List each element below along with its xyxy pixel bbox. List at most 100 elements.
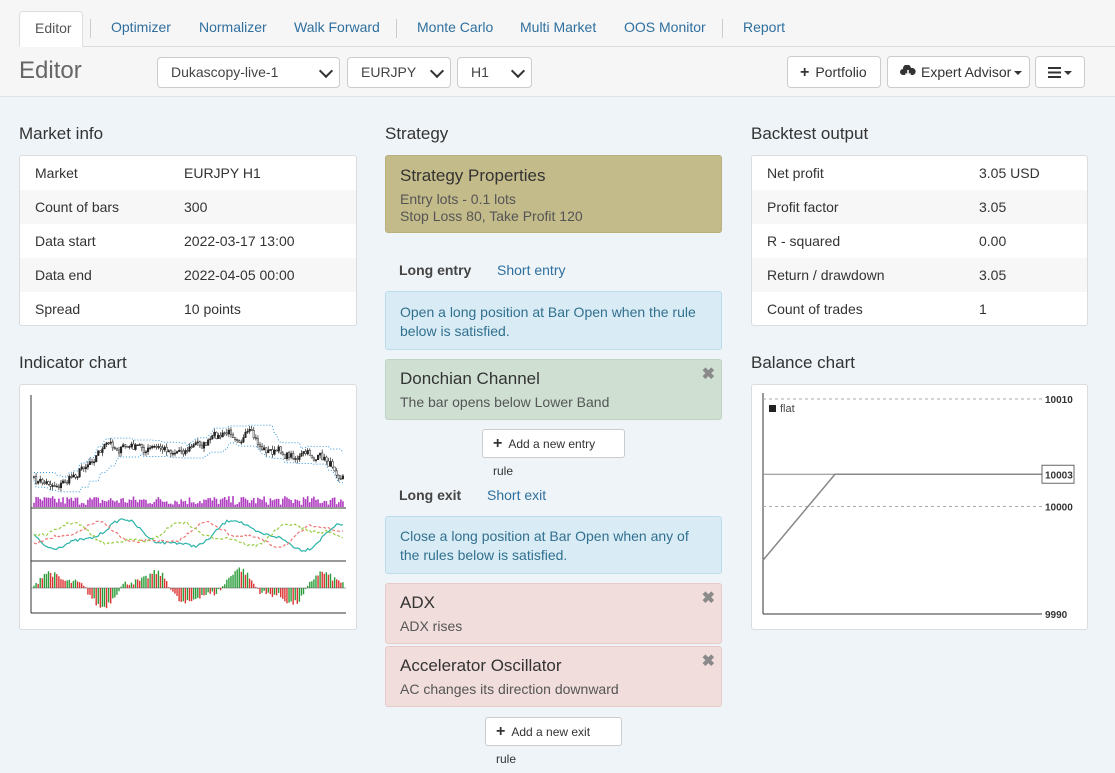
tab-multi-market[interactable]: Multi Market (520, 19, 597, 35)
histogram-bar (35, 582, 37, 588)
entry-rule-box[interactable]: Donchian Channel The bar opens below Low… (385, 359, 722, 420)
candle-body (194, 442, 197, 445)
volume-bar (298, 501, 301, 507)
volume-bar (97, 497, 100, 507)
volume-bar (217, 503, 220, 507)
histogram-bar (300, 588, 303, 596)
volume-bar (64, 503, 66, 507)
histogram-bar (273, 588, 276, 595)
candle-body (339, 477, 342, 480)
close-icon[interactable]: ✖ (701, 590, 715, 607)
volume-bar (118, 502, 120, 507)
histogram-bar (304, 588, 307, 589)
volume-bar (325, 501, 328, 507)
candle-body (161, 447, 164, 451)
row-key: R - squared (767, 233, 841, 249)
exit-rule-box[interactable]: ADX ADX rises ✖ (385, 583, 722, 644)
volume-bar (151, 503, 153, 507)
candle-body (144, 451, 148, 454)
tab-long-entry[interactable]: Long entry (399, 262, 472, 278)
symbol-select[interactable]: EURJPY (347, 57, 451, 88)
candle-body (242, 437, 245, 443)
histogram-bar (130, 582, 133, 588)
histogram-bar (195, 588, 197, 599)
histogram-bar (64, 580, 66, 588)
candle-body (74, 474, 77, 478)
volume-bar (147, 503, 149, 507)
candle-body (184, 450, 187, 455)
histogram-bar (315, 575, 317, 588)
row-value: 2022-03-17 13:00 (184, 233, 295, 249)
candle-body (41, 479, 44, 484)
menu-button[interactable] (1035, 56, 1085, 88)
close-icon[interactable]: ✖ (701, 653, 715, 670)
row-value: 1 (979, 301, 987, 317)
strategy-properties-box[interactable]: Strategy Properties Entry lots - 0.1 lot… (385, 155, 722, 233)
tab-optimizer[interactable]: Optimizer (111, 19, 171, 35)
period-select[interactable]: H1 (457, 57, 532, 88)
volume-bar (145, 499, 147, 507)
volume-bar (109, 498, 112, 507)
data-source-select[interactable]: Dukascopy-live-1 (157, 57, 340, 88)
volume-bar (186, 504, 189, 507)
page-title: Editor (19, 57, 82, 84)
histogram-bar (163, 578, 166, 588)
histogram-bar (60, 579, 62, 588)
volume-bar (103, 500, 106, 507)
histogram-bar (336, 579, 338, 588)
histogram-bar (170, 588, 172, 590)
tab-editor[interactable]: Editor (19, 11, 83, 47)
candle-body (95, 455, 98, 463)
candle-body (211, 435, 214, 440)
volume-bar (111, 500, 114, 507)
volume-bar (37, 497, 39, 507)
tab-oos-monitor[interactable]: OOS Monitor (624, 19, 706, 35)
histogram-bar (33, 585, 35, 588)
candle-body (128, 446, 131, 448)
volume-bar (45, 497, 48, 507)
volume-bar (190, 502, 193, 507)
legend-label: flat (780, 403, 795, 415)
tab-short-exit[interactable]: Short exit (487, 487, 547, 503)
expert-advisor-button[interactable]: Expert Advisor (887, 56, 1030, 88)
candle-body (281, 452, 284, 455)
candle-body (113, 447, 116, 450)
add-entry-rule-button[interactable]: + Add a new entry rule (482, 429, 625, 478)
volume-bar (223, 496, 226, 507)
backtest-row: Return / drawdown 3.05 (752, 258, 1087, 292)
volume-bar (130, 500, 133, 507)
histogram-bar (294, 588, 296, 601)
tab-long-exit[interactable]: Long exit (399, 487, 462, 503)
tab-report[interactable]: Report (743, 19, 786, 35)
histogram-bar (188, 588, 191, 602)
portfolio-button[interactable]: + Portfolio (787, 56, 881, 88)
volume-bar (269, 498, 272, 507)
volume-bar (327, 504, 330, 507)
histogram-bar (147, 578, 149, 588)
volume-bar (35, 497, 37, 507)
histogram-bar (280, 588, 282, 598)
close-icon[interactable]: ✖ (701, 366, 715, 383)
tab-monte-carlo[interactable]: Monte Carlo (417, 19, 494, 35)
volume-bar (194, 503, 197, 507)
add-exit-rule-button[interactable]: + Add a new exit rule (485, 717, 622, 766)
volume-bar (155, 499, 158, 507)
tab-normalizer[interactable]: Normalizer (199, 19, 267, 35)
tab-short-entry[interactable]: Short entry (497, 262, 566, 278)
sl-tp-text: Stop Loss 80, Take Profit 120 (400, 208, 583, 224)
histogram-bar (89, 588, 91, 595)
candle-body (300, 453, 303, 457)
row-value: 3.05 USD (979, 165, 1040, 181)
candle-body (182, 450, 185, 455)
row-value: 10 points (184, 301, 241, 317)
volume-bar (99, 503, 102, 507)
candle-body (296, 458, 299, 460)
histogram-bar (267, 588, 269, 593)
exit-rule-box[interactable]: Accelerator Oscillator AC changes its di… (385, 646, 722, 707)
histogram-bar (72, 580, 75, 588)
tab-walk-forward[interactable]: Walk Forward (294, 19, 380, 35)
candle-body (188, 446, 191, 452)
candle-body (325, 456, 328, 462)
volume-bar (221, 498, 224, 507)
histogram-bar (95, 588, 97, 606)
